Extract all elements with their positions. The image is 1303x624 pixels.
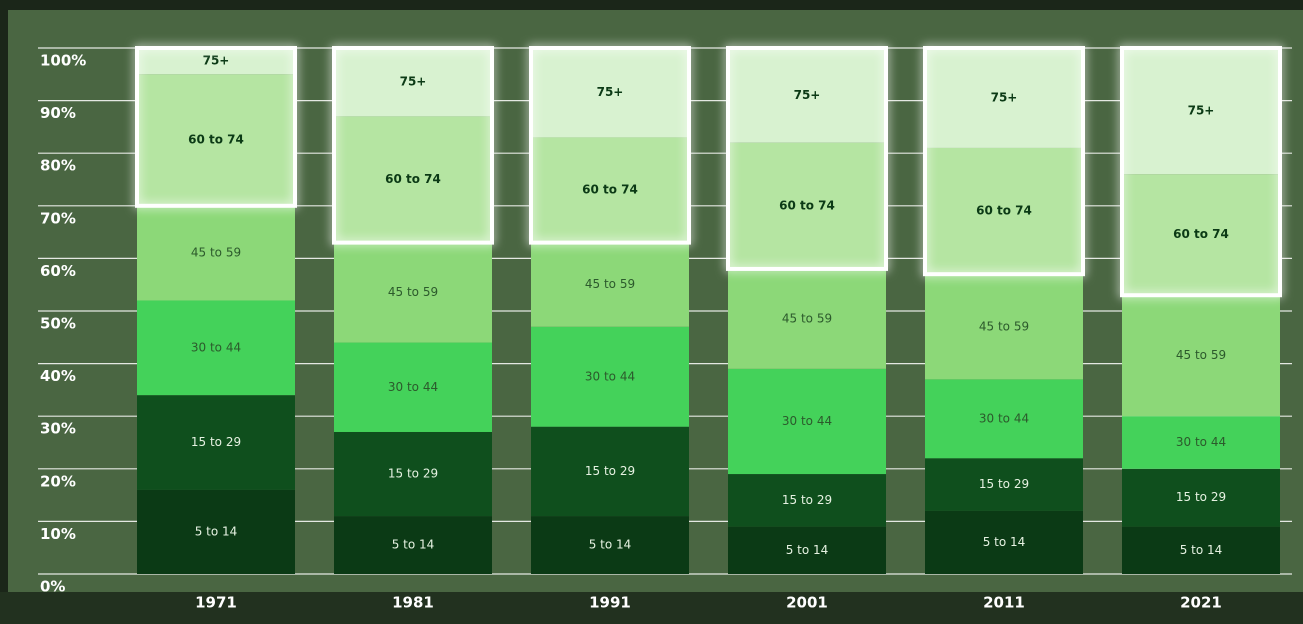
- bar-segment: [925, 147, 1083, 275]
- bar-segment: [334, 242, 492, 343]
- bar-segment: [531, 426, 689, 517]
- segment-label: 45 to 59: [979, 319, 1029, 333]
- bar-segment: [334, 516, 492, 574]
- bar-segment: [728, 142, 886, 269]
- highlight-box: [1120, 46, 1282, 298]
- segment-label: 30 to 44: [979, 411, 1029, 425]
- bar-segment: [137, 74, 295, 206]
- x-tick-label: 1991: [589, 594, 631, 612]
- segment-label: 60 to 74: [188, 133, 244, 147]
- bar-segment: [728, 526, 886, 574]
- segment-label: 30 to 44: [782, 414, 832, 428]
- bar-segment: [925, 458, 1083, 511]
- bar-segment: [334, 342, 492, 432]
- segment-label: 15 to 29: [782, 493, 832, 507]
- segment-label: 75+: [597, 85, 624, 99]
- segment-label: 75+: [794, 88, 821, 102]
- bar-segment: [1122, 295, 1280, 417]
- highlight-box: [726, 46, 888, 271]
- highlight-box: [529, 46, 691, 245]
- bar-segment: [1122, 48, 1280, 175]
- bar-segment: [1122, 174, 1280, 296]
- segment-label: 60 to 74: [582, 183, 638, 197]
- bar-segment: [1122, 526, 1280, 574]
- y-tick-label: 60%: [40, 262, 76, 280]
- segment-label: 45 to 59: [585, 277, 635, 291]
- segment-label: 15 to 29: [585, 464, 635, 478]
- segment-label: 30 to 44: [191, 340, 241, 354]
- bar-segment: [925, 274, 1083, 380]
- segment-label: 15 to 29: [979, 477, 1029, 491]
- bar-segment: [1122, 468, 1280, 527]
- bar-segment: [728, 368, 886, 475]
- bar-segment: [137, 205, 295, 301]
- segment-label: 5 to 14: [589, 538, 632, 552]
- bottom-strip: [0, 592, 1303, 624]
- bar-segment: [728, 268, 886, 369]
- bar-segment: [334, 116, 492, 243]
- segment-label: 60 to 74: [779, 198, 835, 212]
- segment-label: 60 to 74: [976, 204, 1032, 218]
- bar-segment: [531, 242, 689, 327]
- y-tick-label: 90%: [40, 104, 76, 122]
- bar-segment: [531, 48, 689, 138]
- y-tick-label: 70%: [40, 209, 76, 227]
- segment-label: 5 to 14: [392, 538, 435, 552]
- bar-segment: [137, 48, 295, 75]
- segment-label: 45 to 59: [388, 285, 438, 299]
- segment-label: 45 to 59: [191, 246, 241, 260]
- segment-label: 15 to 29: [388, 467, 438, 481]
- bar-segment: [925, 379, 1083, 459]
- x-tick-label: 2021: [1180, 594, 1222, 612]
- segment-label: 5 to 14: [1180, 543, 1223, 557]
- y-tick-label: 10%: [40, 525, 76, 543]
- y-tick-label: 50%: [40, 315, 76, 333]
- bar-segment: [531, 137, 689, 243]
- x-tick-label: 2011: [983, 594, 1025, 612]
- segment-label: 60 to 74: [385, 172, 441, 186]
- segment-label: 15 to 29: [1176, 490, 1226, 504]
- segment-label: 75+: [1188, 104, 1215, 118]
- highlight-box: [332, 46, 494, 245]
- bar-segment: [334, 431, 492, 517]
- y-tick-label: 40%: [40, 367, 76, 385]
- bar-segment: [925, 510, 1083, 574]
- x-tick-label: 1981: [392, 594, 434, 612]
- y-tick-label: 0%: [40, 578, 65, 596]
- bar-segment: [137, 300, 295, 396]
- segment-label: 5 to 14: [195, 524, 238, 538]
- y-tick-label: 100%: [40, 52, 86, 70]
- bar-segment: [925, 48, 1083, 148]
- segment-label: 45 to 59: [1176, 348, 1226, 362]
- y-tick-label: 20%: [40, 472, 76, 490]
- segment-label: 15 to 29: [191, 435, 241, 449]
- segment-label: 75+: [400, 75, 427, 89]
- segment-label: 30 to 44: [1176, 435, 1226, 449]
- bar-segment: [728, 48, 886, 143]
- segment-label: 30 to 44: [388, 380, 438, 394]
- segment-label: 75+: [203, 54, 230, 68]
- bar-segment: [531, 326, 689, 427]
- segment-label: 75+: [991, 90, 1018, 104]
- segment-label: 45 to 59: [782, 311, 832, 325]
- highlight-box: [923, 46, 1085, 277]
- bar-segment: [531, 516, 689, 574]
- y-tick-label: 80%: [40, 157, 76, 175]
- segment-label: 60 to 74: [1173, 227, 1229, 241]
- bar-segment: [1122, 416, 1280, 469]
- x-tick-label: 1971: [195, 594, 237, 612]
- bar-segment: [728, 474, 886, 527]
- x-tick-label: 2001: [786, 594, 828, 612]
- bar-segment: [137, 395, 295, 490]
- bar-segment: [334, 48, 492, 117]
- segment-label: 5 to 14: [786, 543, 829, 557]
- bar-segment: [137, 489, 295, 574]
- segment-label: 30 to 44: [585, 369, 635, 383]
- segment-label: 5 to 14: [983, 535, 1026, 549]
- y-tick-label: 30%: [40, 420, 76, 438]
- highlight-box: [135, 46, 297, 208]
